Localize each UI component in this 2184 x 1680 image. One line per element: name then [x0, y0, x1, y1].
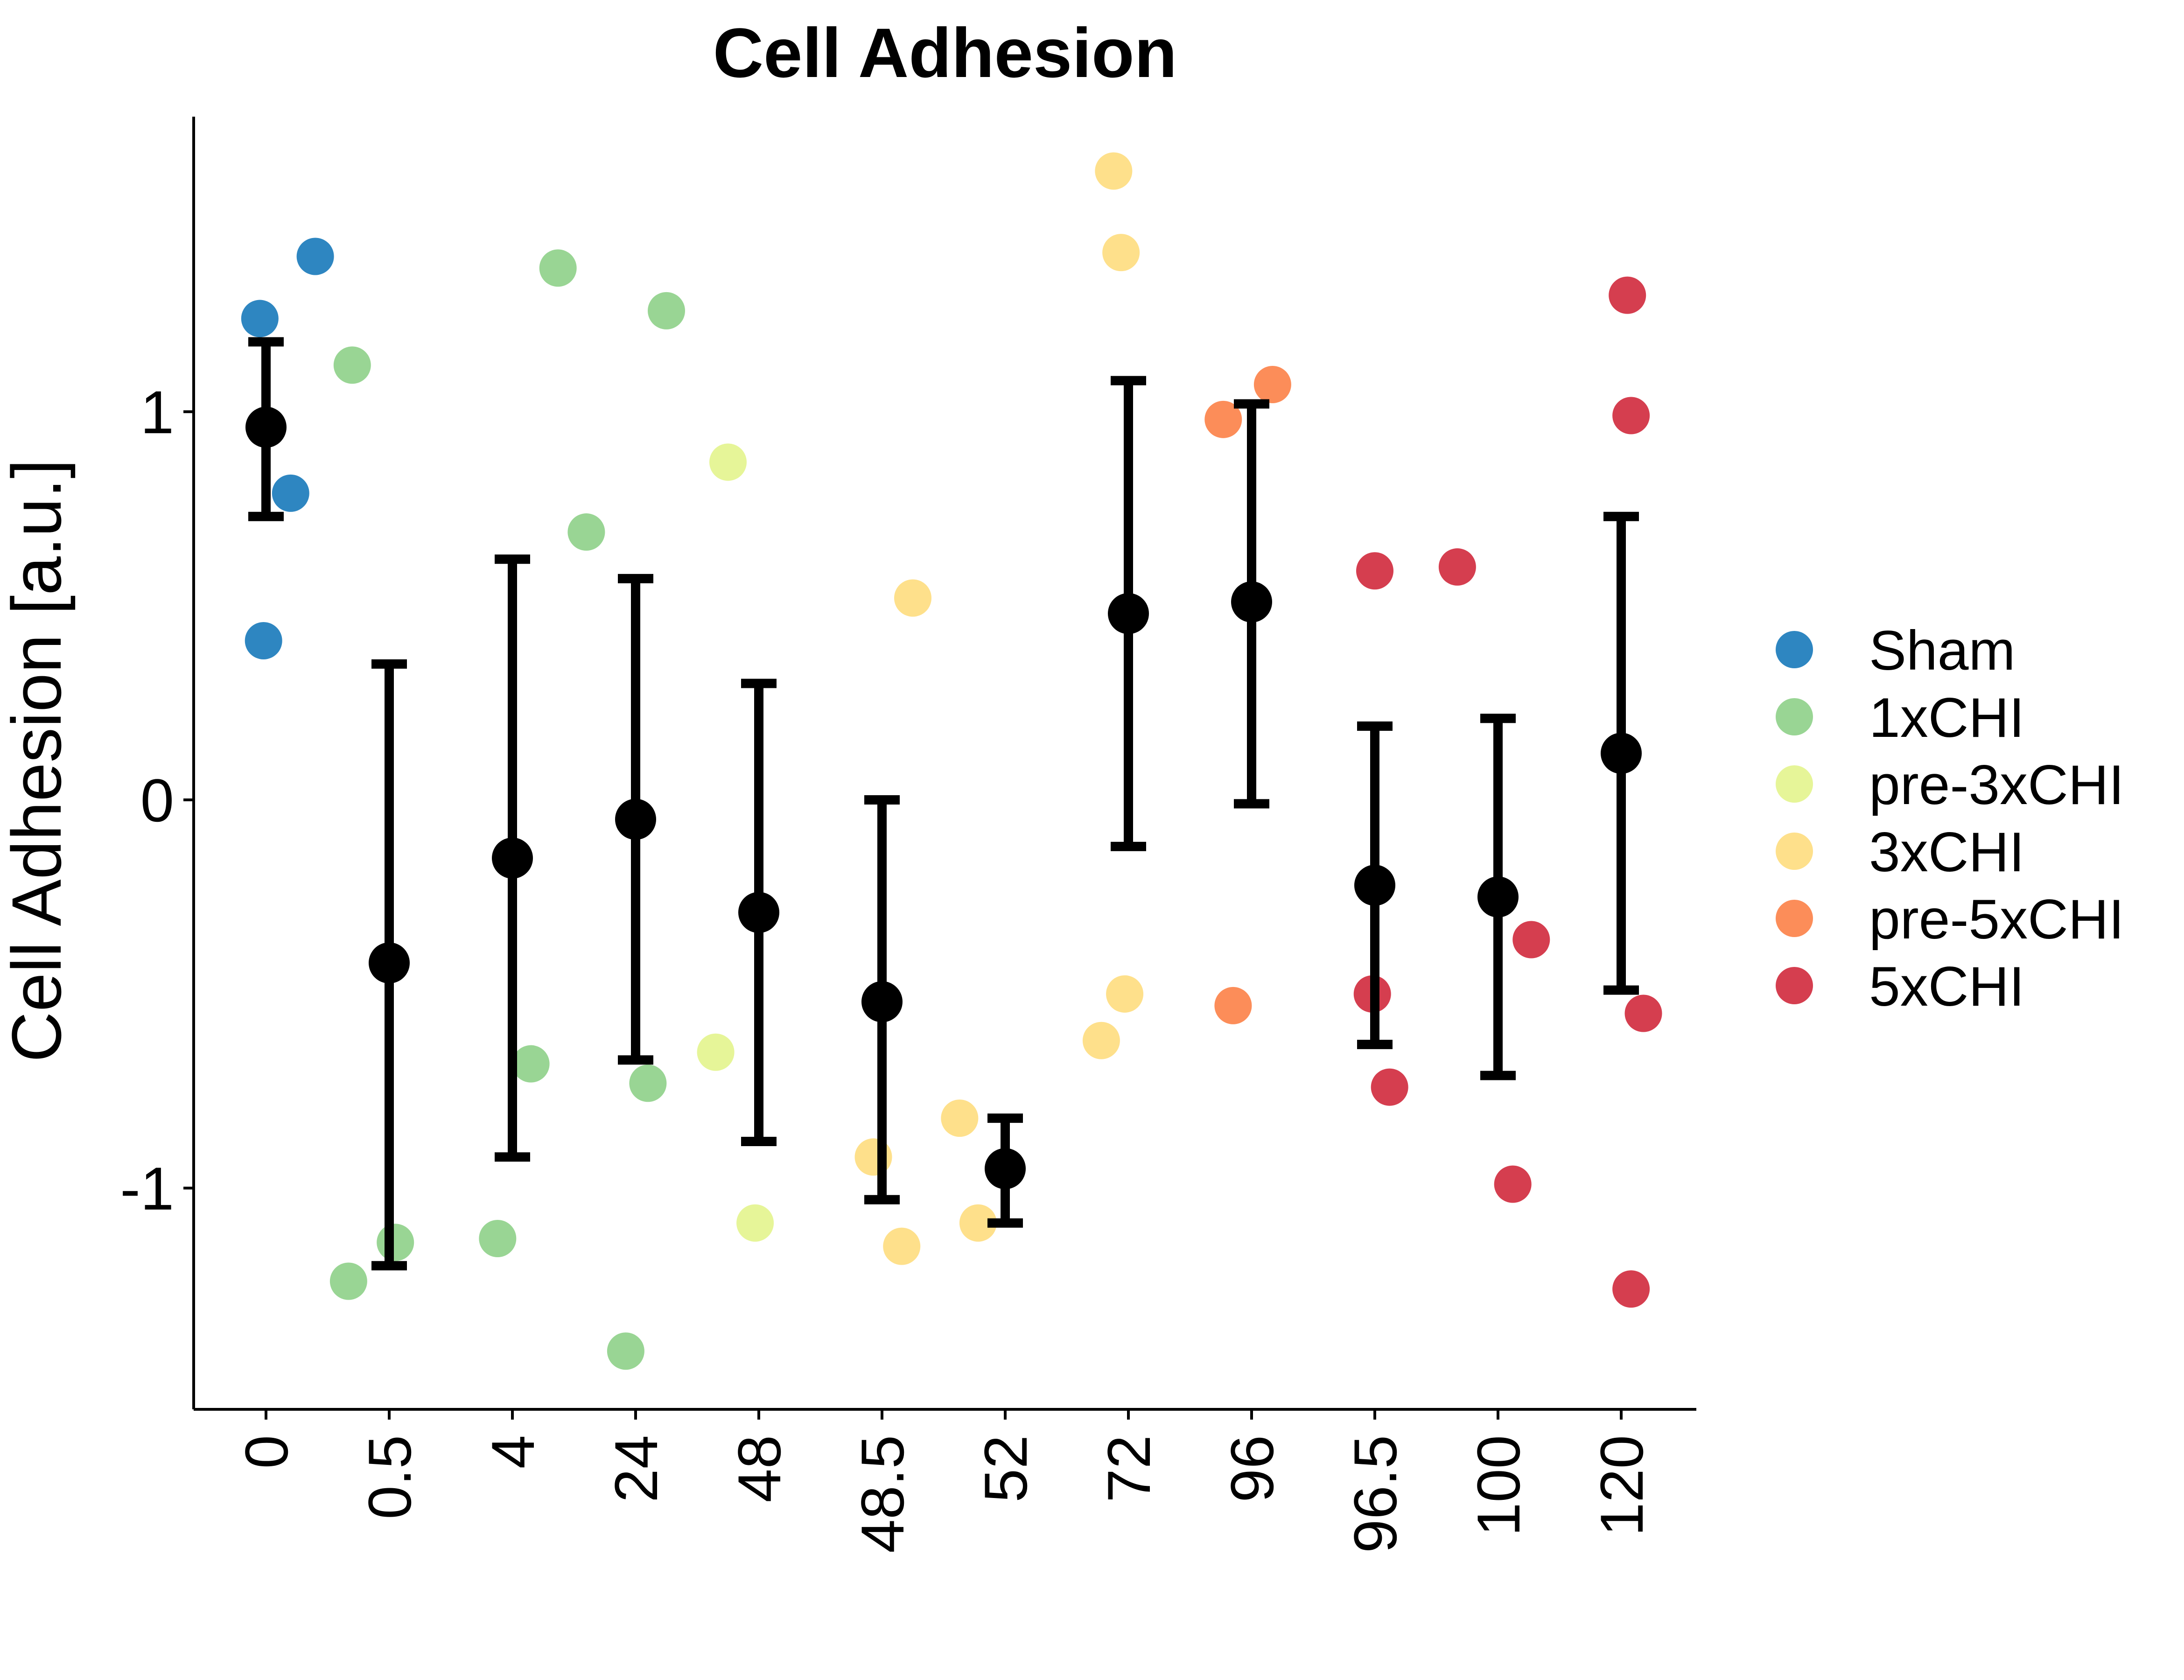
mean-point — [861, 981, 903, 1022]
legend-label: 5xCHI — [1869, 955, 2024, 1018]
legend-key — [1776, 833, 1813, 870]
data-point — [894, 579, 931, 617]
mean-point — [492, 837, 533, 879]
mean-point — [1477, 876, 1519, 917]
mean-point — [615, 798, 656, 840]
data-point — [1204, 400, 1242, 438]
data-point — [1102, 234, 1140, 272]
data-point — [512, 1045, 550, 1083]
data-point — [607, 1332, 644, 1370]
data-point — [1095, 152, 1133, 190]
data-point — [1624, 994, 1662, 1032]
legend-key — [1776, 765, 1813, 803]
data-point — [296, 238, 334, 275]
mean-point — [245, 406, 287, 448]
x-tick-label: 0 — [232, 1435, 301, 1469]
x-tick-label: 0.5 — [356, 1435, 424, 1519]
data-point — [329, 1262, 367, 1300]
data-point — [629, 1064, 667, 1102]
x-tick-label: 72 — [1095, 1435, 1163, 1503]
data-point — [1371, 1068, 1408, 1106]
x-tick-label: 100 — [1464, 1435, 1533, 1536]
y-axis-title: Cell Adhesion [a.u.] — [0, 459, 76, 1063]
x-tick-label: 48 — [725, 1435, 793, 1503]
data-point — [1609, 276, 1646, 314]
y-tick-label: -1 — [120, 1155, 174, 1223]
legend-label: pre-5xCHI — [1869, 888, 2124, 951]
data-point — [567, 513, 605, 551]
data-point — [1356, 552, 1393, 590]
x-tick-label: 96.5 — [1341, 1435, 1409, 1553]
data-point — [1512, 921, 1550, 959]
mean-point — [1231, 581, 1272, 623]
x-tick-label: 24 — [602, 1435, 670, 1503]
legend-label: pre-3xCHI — [1869, 754, 2124, 816]
data-point — [1438, 548, 1476, 586]
data-point — [883, 1227, 921, 1265]
data-point — [333, 346, 371, 384]
legend-label: 3xCHI — [1869, 821, 2024, 883]
data-point — [959, 1204, 997, 1242]
data-point — [1106, 975, 1144, 1013]
data-point — [1612, 397, 1650, 434]
data-point — [1612, 1270, 1650, 1308]
mean-point — [1108, 593, 1149, 634]
data-point — [272, 474, 309, 512]
mean-point — [1354, 865, 1395, 906]
data-point — [377, 1224, 414, 1261]
data-point — [709, 443, 747, 481]
data-point — [697, 1033, 735, 1071]
legend-key — [1776, 967, 1813, 1004]
x-tick-label: 52 — [972, 1435, 1040, 1503]
x-tick-label: 120 — [1588, 1435, 1656, 1536]
data-point — [1214, 987, 1252, 1024]
y-tick-label: 0 — [140, 766, 174, 834]
mean-point — [1601, 733, 1642, 774]
legend-key — [1776, 900, 1813, 937]
data-point — [736, 1204, 774, 1242]
x-tick-label: 4 — [479, 1435, 547, 1469]
x-tick-label: 48.5 — [848, 1435, 917, 1553]
legend-key — [1776, 698, 1813, 735]
data-point — [941, 1099, 979, 1137]
legend-label: Sham — [1869, 619, 2015, 682]
data-point — [539, 249, 577, 287]
data-point — [245, 622, 282, 659]
legend-label: 1xCHI — [1869, 686, 2024, 749]
data-point — [648, 292, 685, 329]
data-point — [1082, 1022, 1120, 1059]
data-point — [479, 1219, 517, 1257]
mean-point — [985, 1148, 1026, 1190]
mean-point — [738, 892, 779, 933]
data-point — [1494, 1165, 1532, 1203]
data-point — [241, 300, 279, 337]
chart-title: Cell Adhesion — [713, 14, 1177, 92]
x-tick-label: 96 — [1218, 1435, 1286, 1503]
data-point — [1253, 365, 1291, 403]
mean-point — [369, 942, 410, 984]
plot-area: 1 0 -1 0 0.5 4 24 48 48.5 52 72 96 96.5 100 120 — [120, 117, 1696, 1553]
legend-key — [1776, 631, 1813, 668]
y-tick-label: 1 — [140, 378, 174, 446]
